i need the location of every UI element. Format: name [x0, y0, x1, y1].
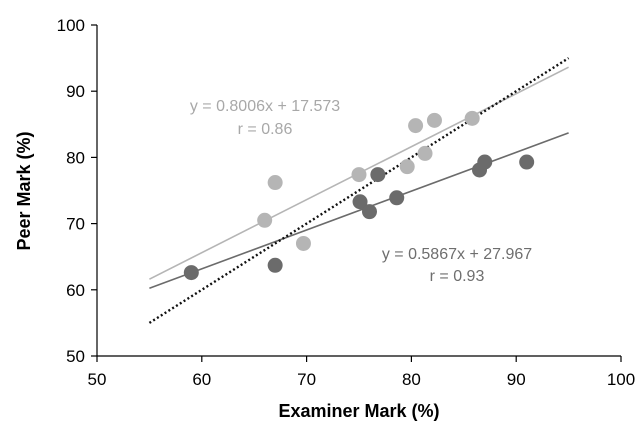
data-point-series-1	[408, 118, 424, 134]
y-tick-label: 70	[66, 215, 85, 234]
data-point-series-1	[257, 212, 273, 228]
data-point-series-1	[267, 175, 283, 191]
data-point-series-1	[399, 159, 415, 175]
data-point-series-2	[477, 154, 493, 170]
x-tick-label: 50	[88, 370, 107, 389]
data-point-series-2	[267, 257, 283, 273]
data-point-series-1	[464, 110, 480, 126]
x-axis-title: Examiner Mark (%)	[278, 401, 439, 421]
y-tick-label: 100	[57, 16, 85, 35]
y-tick-label: 80	[66, 148, 85, 167]
annotation-light-r: r = 0.86	[238, 121, 293, 138]
reference-line	[148, 57, 570, 324]
data-point-series-2	[352, 194, 368, 210]
x-tick-label: 90	[507, 370, 526, 389]
data-point-series-1	[417, 145, 433, 161]
x-tick-label: 80	[402, 370, 421, 389]
x-tick-label: 100	[607, 370, 635, 389]
y-tick-label: 50	[66, 347, 85, 366]
annotation-dark-equation: y = 0.5867x + 27.967	[382, 246, 532, 263]
data-point-series-2	[183, 265, 199, 281]
data-point-series-2	[519, 154, 535, 170]
y-axis-title: Peer Mark (%)	[14, 131, 34, 250]
data-point-series-1	[295, 235, 311, 251]
x-tick-label: 70	[297, 370, 316, 389]
data-point-series-2	[361, 204, 377, 220]
annotation-dark-r: r = 0.93	[430, 268, 485, 285]
axis-ticks: 50 60 70 80 90 100 50 60 70 80 90 100	[57, 16, 636, 389]
plot-area: 50 60 70 80 90 100 50 60 70 80 90 100	[57, 16, 636, 389]
data-points	[183, 110, 535, 281]
data-point-series-1	[351, 167, 367, 183]
trendline-series-2	[149, 132, 569, 289]
data-point-series-2	[389, 190, 405, 206]
annotation-light-equation: y = 0.8006x + 17.573	[190, 98, 340, 115]
y-tick-label: 90	[66, 82, 85, 101]
x-tick-label: 60	[192, 370, 211, 389]
data-point-series-1	[426, 112, 442, 128]
data-point-series-2	[370, 167, 386, 183]
y-tick-label: 60	[66, 281, 85, 300]
